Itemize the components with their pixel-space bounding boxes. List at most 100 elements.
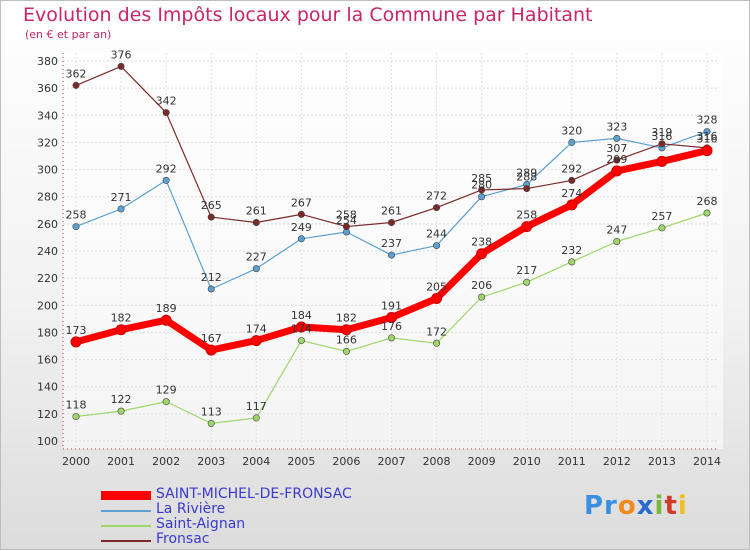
data-point	[252, 219, 260, 227]
data-point	[478, 193, 486, 201]
proxiti-logo: Proxiti	[584, 491, 688, 521]
data-point	[207, 285, 215, 293]
data-point	[117, 407, 125, 415]
data-point	[478, 186, 486, 194]
data-point	[613, 156, 621, 164]
data-label: 258	[336, 209, 357, 222]
legend-label: SAINT-MICHEL-DE-FRONSAC	[156, 486, 352, 502]
data-point	[566, 199, 578, 211]
y-tick-label: 260	[37, 218, 58, 231]
legend-swatch	[101, 510, 151, 512]
data-label: 113	[201, 405, 222, 418]
x-tick-label: 2013	[648, 455, 676, 468]
data-label: 237	[381, 237, 402, 250]
data-label: 261	[381, 205, 402, 218]
data-label: 184	[291, 309, 312, 322]
data-point	[160, 314, 172, 326]
data-label: 174	[246, 323, 267, 336]
data-point	[205, 344, 217, 356]
data-point	[342, 347, 350, 355]
data-label: 268	[697, 195, 718, 208]
y-tick-label: 220	[37, 272, 58, 285]
data-point	[297, 210, 305, 218]
data-label: 122	[111, 393, 132, 406]
y-tick-label: 280	[37, 191, 58, 204]
data-point	[72, 413, 80, 421]
data-label: 212	[201, 271, 222, 284]
data-point	[295, 321, 307, 333]
data-label: 227	[246, 251, 267, 264]
x-tick-label: 2009	[468, 455, 496, 468]
data-label: 316	[697, 133, 718, 146]
logo-letter: x	[636, 491, 655, 521]
legend-swatch	[101, 525, 151, 527]
data-point	[252, 265, 260, 273]
data-label: 319	[651, 126, 672, 139]
data-label: 307	[606, 142, 627, 155]
data-label: 254	[336, 214, 357, 227]
data-label: 288	[516, 171, 537, 184]
data-point	[611, 165, 623, 177]
y-tick-label: 120	[37, 408, 58, 421]
data-point	[207, 213, 215, 221]
x-tick-label: 2000	[62, 455, 90, 468]
y-tick-label: 340	[37, 109, 58, 122]
legend-label: Fronsac	[156, 531, 210, 547]
data-point	[703, 209, 711, 217]
data-point	[568, 138, 576, 146]
data-label: 362	[66, 67, 87, 80]
data-point	[162, 109, 170, 117]
data-label: 265	[201, 199, 222, 212]
data-point	[297, 235, 305, 243]
data-label: 261	[246, 205, 267, 218]
y-tick-label: 200	[37, 299, 58, 312]
data-label: 376	[111, 48, 132, 61]
data-point	[207, 419, 215, 427]
y-tick-label: 300	[37, 164, 58, 177]
data-label: 182	[336, 312, 357, 325]
data-point	[568, 176, 576, 184]
data-label: 316	[651, 130, 672, 143]
y-tick-label: 180	[37, 326, 58, 339]
x-tick-label: 2012	[603, 455, 631, 468]
x-tick-label: 2004	[242, 455, 270, 468]
data-point	[297, 337, 305, 345]
data-label: 129	[156, 384, 177, 397]
data-point	[72, 223, 80, 231]
data-point	[568, 258, 576, 266]
data-label: 249	[291, 221, 312, 234]
data-point	[387, 219, 395, 227]
data-point	[476, 248, 488, 260]
data-point	[342, 223, 350, 231]
y-tick-label: 360	[37, 82, 58, 95]
data-label: 289	[516, 167, 537, 180]
chart-subtitle: (en € et par an)	[25, 28, 112, 41]
data-label: 174	[291, 323, 312, 336]
x-tick-label: 2010	[513, 455, 541, 468]
data-point	[115, 324, 127, 336]
data-point	[478, 293, 486, 301]
data-label: 342	[156, 95, 177, 108]
data-label: 320	[561, 124, 582, 137]
data-point	[656, 155, 668, 167]
data-label: 176	[381, 320, 402, 333]
data-label: 247	[606, 224, 627, 237]
data-label: 258	[66, 209, 87, 222]
data-label: 299	[606, 153, 627, 166]
data-label: 323	[606, 120, 627, 133]
logo-letter: i	[677, 491, 688, 521]
data-label: 328	[697, 114, 718, 127]
data-label: 257	[651, 210, 672, 223]
data-label: 267	[291, 196, 312, 209]
data-label: 280	[471, 179, 492, 192]
logo-letter: t	[664, 491, 678, 521]
x-tick-label: 2014	[693, 455, 721, 468]
data-label: 292	[561, 162, 582, 175]
x-tick-label: 2008	[423, 455, 451, 468]
data-point	[658, 140, 666, 148]
data-point	[250, 335, 262, 347]
x-tick-label: 2007	[378, 455, 406, 468]
data-point	[658, 224, 666, 232]
data-point	[433, 339, 441, 347]
